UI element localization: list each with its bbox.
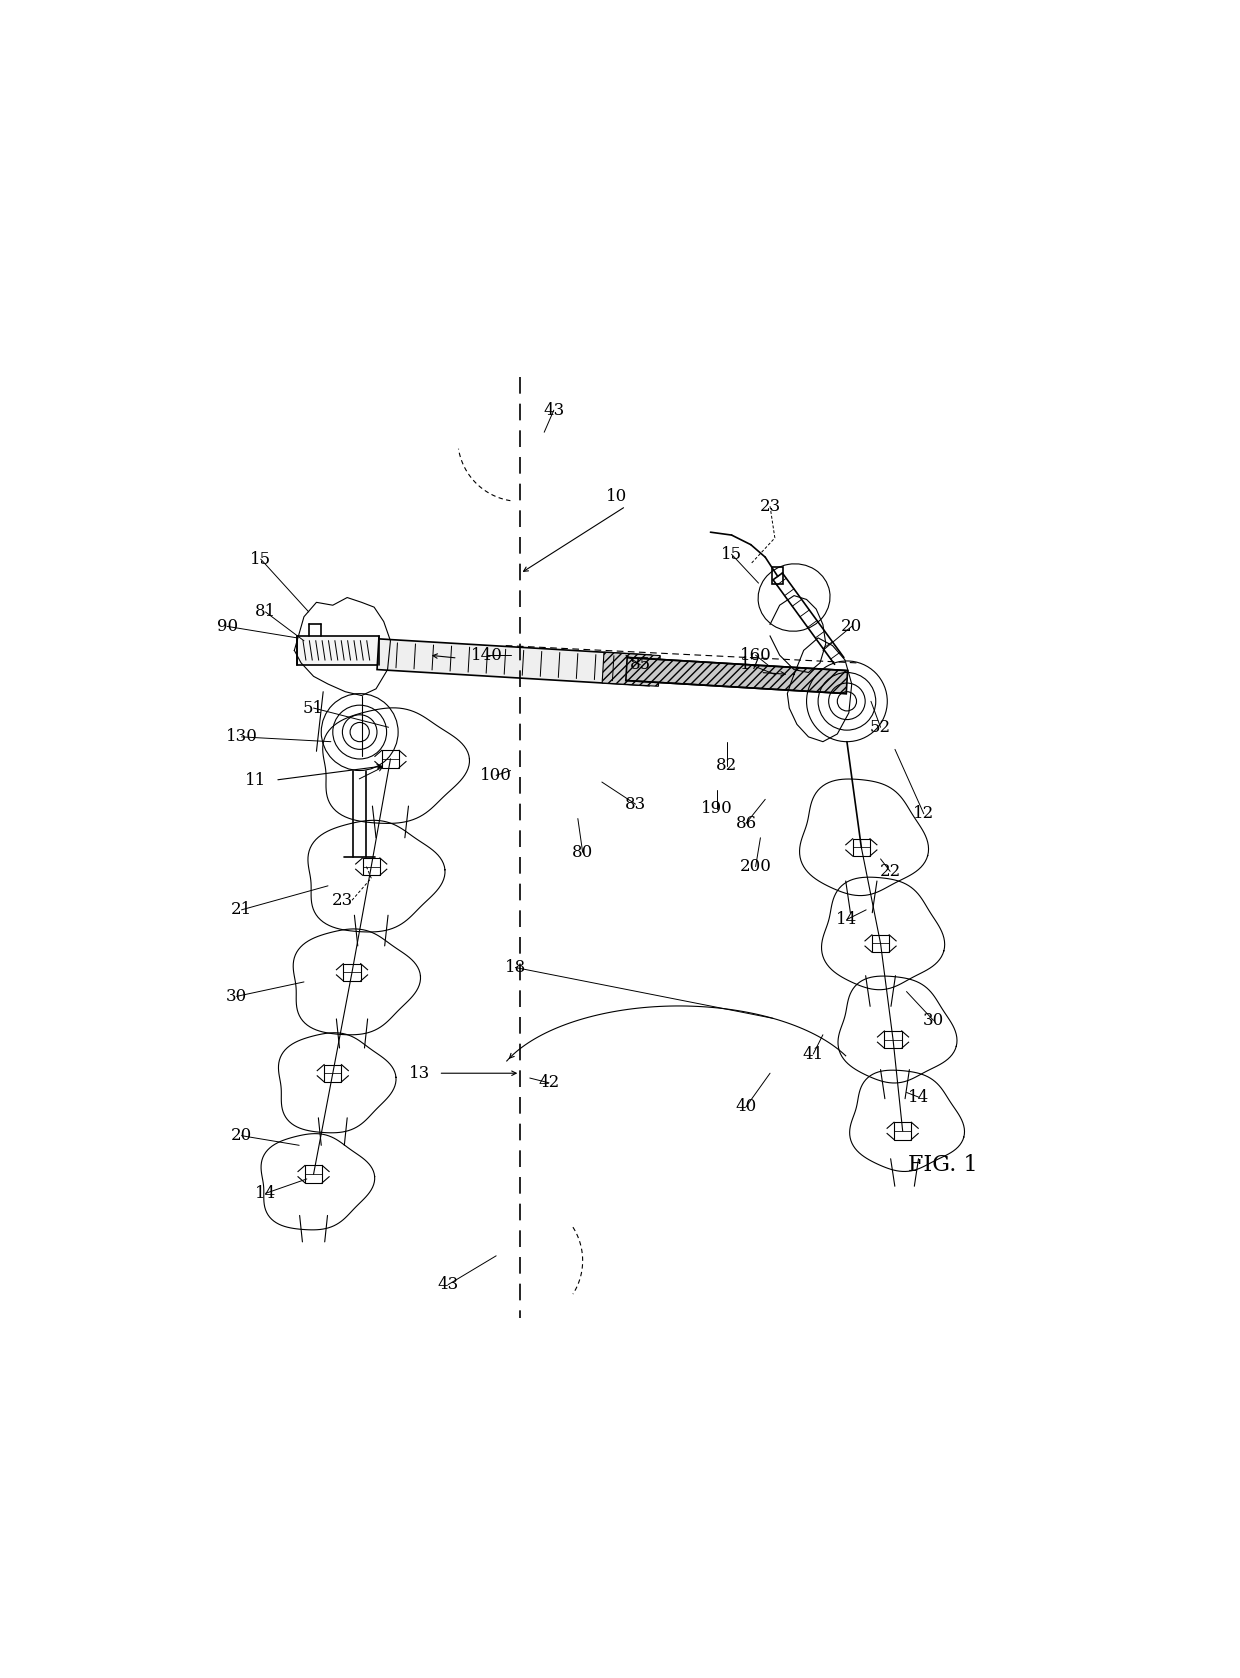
Text: 83: 83 [625, 795, 646, 812]
Text: 12: 12 [913, 805, 935, 822]
Text: 200: 200 [740, 857, 771, 876]
Text: 13: 13 [409, 1066, 430, 1082]
Text: 52: 52 [870, 718, 892, 735]
Bar [382, 750, 399, 767]
Bar [853, 839, 870, 856]
Text: 85: 85 [630, 656, 651, 673]
Text: 14: 14 [909, 1089, 930, 1106]
Text: 82: 82 [717, 757, 738, 774]
Bar [324, 1064, 341, 1082]
Text: 22: 22 [879, 862, 900, 879]
Text: 15: 15 [250, 550, 272, 567]
Text: 20: 20 [841, 618, 862, 634]
Text: 10: 10 [605, 488, 627, 505]
Bar [362, 857, 379, 876]
Text: 43: 43 [543, 401, 564, 418]
Text: 30: 30 [923, 1012, 944, 1029]
Polygon shape [603, 653, 660, 686]
Text: 17: 17 [740, 656, 761, 673]
Bar [894, 1123, 911, 1139]
Polygon shape [377, 639, 651, 686]
Text: 23: 23 [759, 498, 781, 515]
Bar [773, 567, 784, 584]
Bar [872, 935, 889, 951]
Text: 40: 40 [735, 1099, 756, 1116]
Text: 20: 20 [231, 1128, 252, 1144]
Text: 90: 90 [217, 618, 238, 634]
Text: 140: 140 [471, 646, 502, 664]
Text: 81: 81 [255, 604, 277, 621]
Text: 42: 42 [538, 1074, 559, 1091]
Text: 11: 11 [246, 772, 267, 789]
Text: 14: 14 [836, 911, 858, 928]
Text: 51: 51 [303, 700, 324, 717]
Text: 43: 43 [438, 1277, 459, 1294]
Text: 18: 18 [505, 960, 526, 977]
Text: 130: 130 [226, 728, 258, 745]
Text: 80: 80 [572, 844, 593, 861]
Text: 15: 15 [720, 545, 743, 562]
Text: 86: 86 [735, 816, 756, 832]
Bar [884, 1030, 901, 1049]
Text: 41: 41 [802, 1045, 823, 1062]
Text: 30: 30 [226, 988, 247, 1005]
Text: 100: 100 [480, 767, 512, 784]
Text: 190: 190 [702, 800, 733, 817]
Text: 23: 23 [332, 891, 353, 909]
Bar [305, 1166, 322, 1183]
Polygon shape [626, 658, 848, 693]
Text: FIG. 1: FIG. 1 [908, 1153, 978, 1176]
Text: 160: 160 [740, 646, 771, 664]
Bar [298, 636, 379, 664]
Text: 14: 14 [255, 1185, 277, 1201]
Text: 21: 21 [231, 901, 252, 918]
Bar [343, 963, 361, 982]
